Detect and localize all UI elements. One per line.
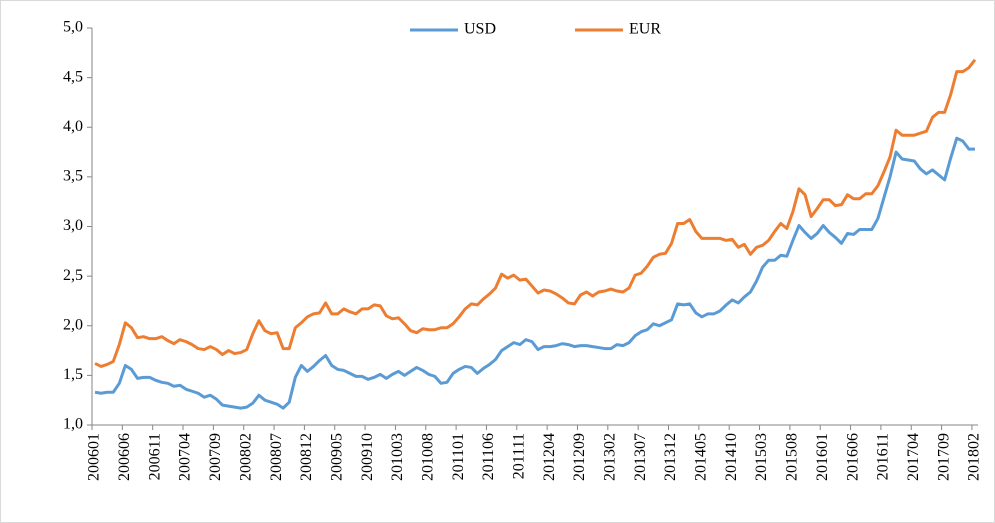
y-tick-label: 1,0 — [63, 416, 83, 433]
x-tick-label: 201508 — [784, 433, 801, 481]
line-0 — [94, 136, 975, 410]
x-tick-label: 200807 — [268, 433, 285, 481]
x-tick-label: 201003 — [389, 433, 406, 481]
x-tick-label: 201106 — [480, 433, 497, 480]
x-tick-label: 201601 — [814, 433, 831, 481]
x-tick-label: 200606 — [116, 433, 133, 481]
x-tick-label: 201101 — [450, 433, 467, 480]
x-tick-label: 201802 — [966, 433, 983, 481]
x-tick-label: 200709 — [207, 433, 224, 481]
y-tick-label: 4,5 — [63, 68, 83, 85]
y-tick-label: 1,5 — [63, 366, 83, 383]
line-1 — [94, 58, 977, 368]
x-tick-label: 201704 — [905, 433, 922, 481]
x-tick-label: 201410 — [723, 433, 740, 481]
x-tick-label: 201606 — [844, 433, 861, 481]
x-tick-label: 200704 — [177, 433, 194, 481]
x-tick-label: 200601 — [86, 433, 103, 481]
x-tick-label: 201008 — [419, 433, 436, 481]
x-tick-label: 201204 — [541, 433, 558, 481]
y-tick-label: 2,5 — [63, 267, 83, 284]
x-tick-label: 201709 — [935, 433, 952, 481]
y-tick-label: 3,0 — [63, 217, 83, 234]
y-tick-label: 4,0 — [63, 118, 83, 135]
x-tick-label: 200812 — [298, 433, 315, 481]
y-tick-label: 3,5 — [63, 168, 83, 185]
x-tick-label: 201302 — [602, 433, 619, 481]
x-tick-label: 201611 — [875, 433, 892, 480]
x-tick-label: 201405 — [693, 433, 710, 481]
x-tick-label: 200611 — [146, 433, 163, 480]
x-tick-label: 201312 — [662, 433, 679, 481]
x-tick-label: 200802 — [237, 433, 254, 481]
y-tick-label: 2,0 — [63, 316, 83, 333]
x-tick-label: 201307 — [632, 433, 649, 481]
y-tick-label: 5,0 — [63, 19, 83, 36]
x-tick-label: 200910 — [359, 433, 376, 481]
x-tick-label: 201209 — [571, 433, 588, 481]
legend-label: EUR — [629, 21, 661, 38]
x-tick-label: 200905 — [328, 433, 345, 481]
legend-label: USD — [464, 21, 496, 38]
x-tick-label: 201111 — [511, 433, 528, 479]
x-tick-label: 201503 — [753, 433, 770, 481]
